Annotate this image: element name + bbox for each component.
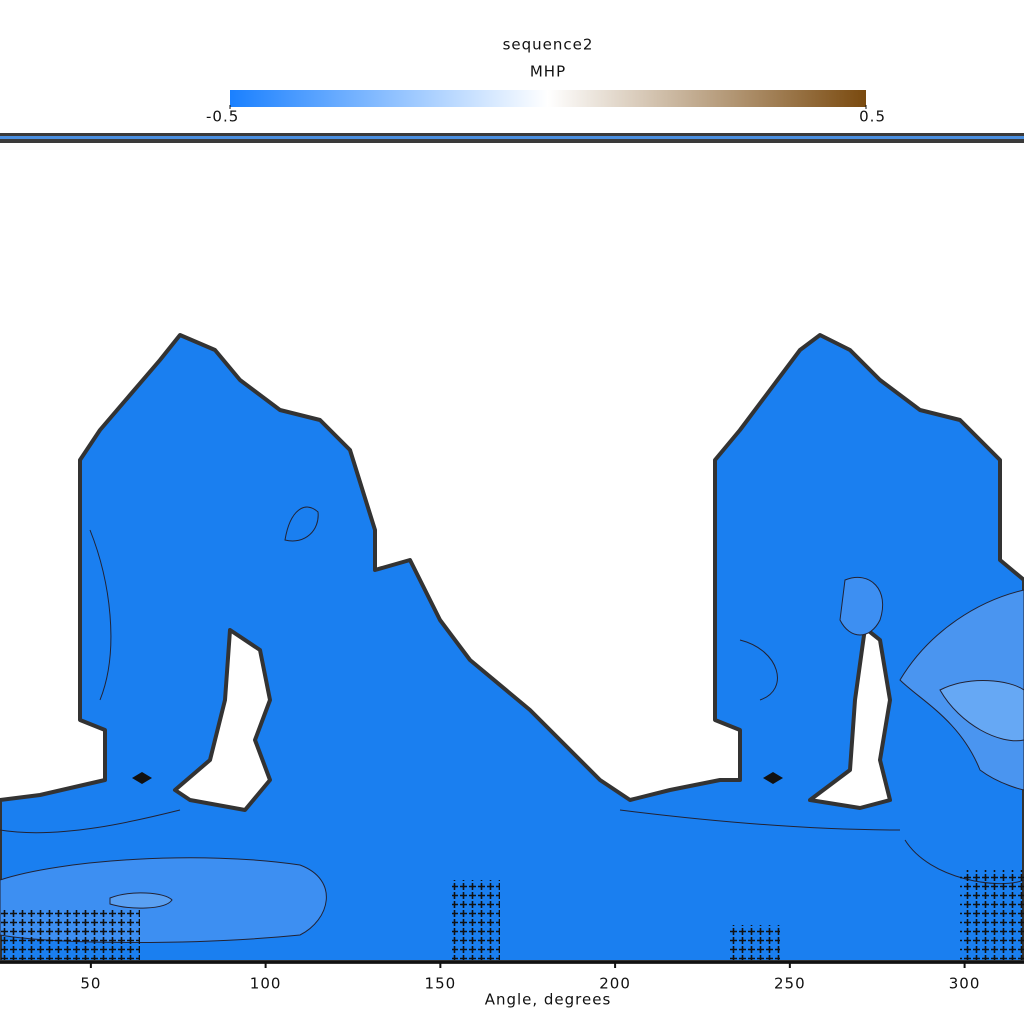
contour-region bbox=[109, 892, 173, 909]
colorbar-tick-label: -0.5 bbox=[206, 108, 239, 126]
x-tick-label: 250 bbox=[774, 975, 806, 993]
x-tick-label: 300 bbox=[949, 975, 981, 993]
x-tick-label: 100 bbox=[250, 975, 282, 993]
contour-field bbox=[0, 333, 1024, 964]
contour-region bbox=[0, 333, 1024, 964]
x-axis-label: Angle, degrees bbox=[485, 991, 612, 1009]
top-strip-fill bbox=[0, 136, 1024, 139]
colorbar-label: MHP bbox=[530, 63, 566, 81]
contour-line bbox=[0, 506, 1024, 885]
contour-region bbox=[939, 680, 1024, 742]
x-tick-label: 50 bbox=[80, 975, 101, 993]
contour-region bbox=[839, 576, 884, 636]
hatch bbox=[960, 870, 1024, 960]
chart-title: sequence2 bbox=[503, 36, 594, 54]
colorbar-tick-label: 0.5 bbox=[859, 108, 886, 126]
hatch bbox=[730, 925, 780, 960]
x-tick-label: 200 bbox=[599, 975, 631, 993]
x-tick-label: 150 bbox=[425, 975, 457, 993]
hatch bbox=[0, 910, 140, 960]
colorbar bbox=[230, 90, 866, 107]
hatch bbox=[452, 880, 500, 960]
